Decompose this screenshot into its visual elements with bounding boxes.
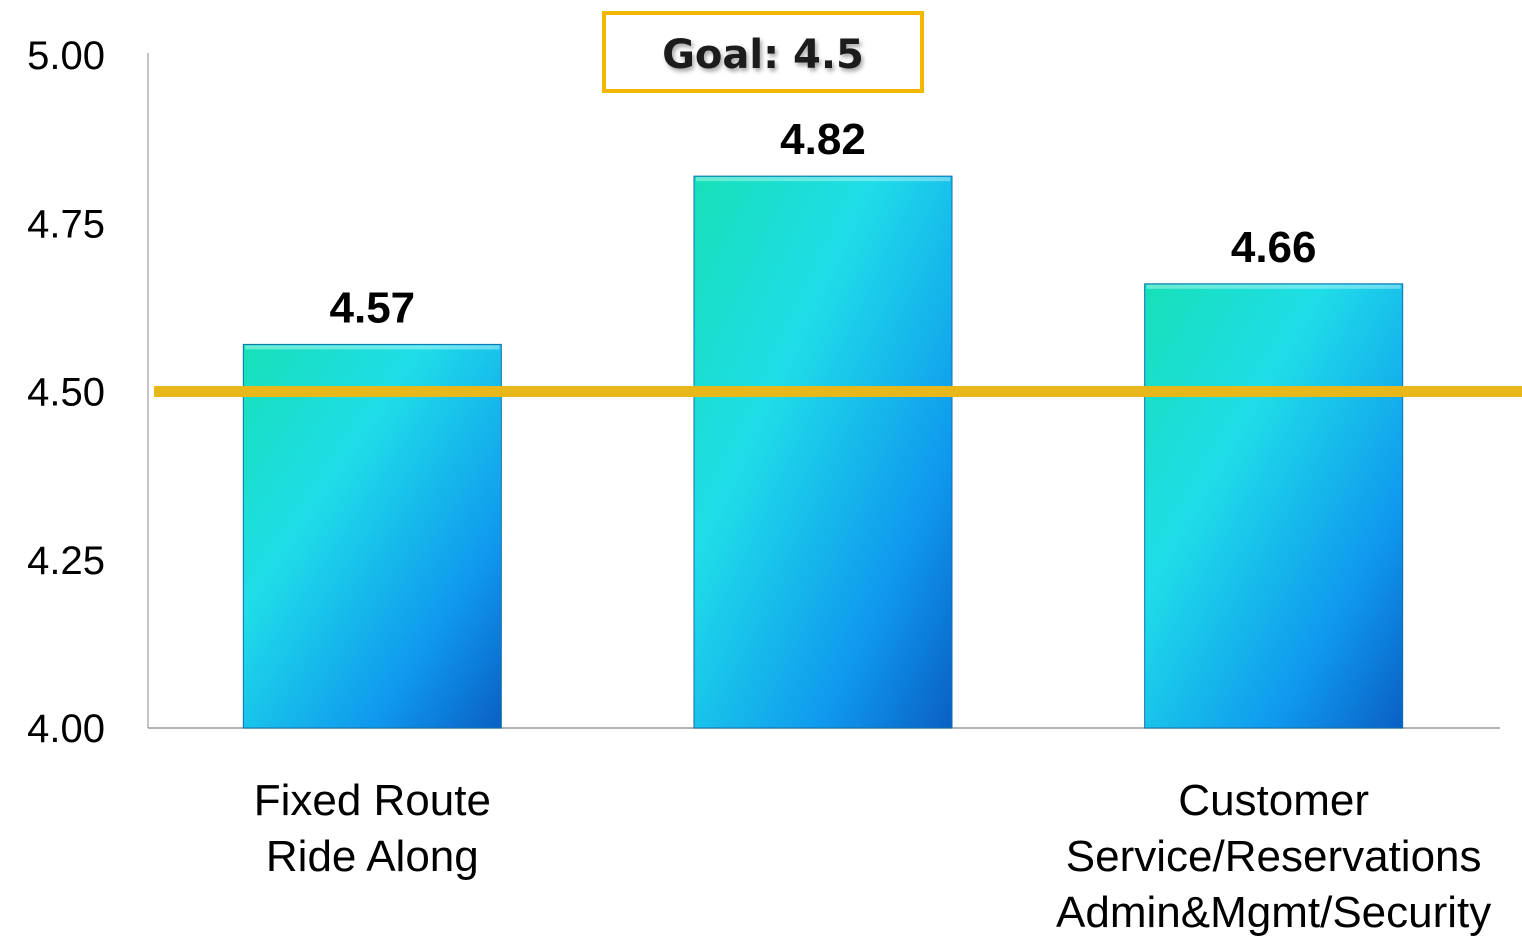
category-label: Ride Along [266,832,479,881]
category-label: Admin&Mgmt/Security [1056,888,1491,937]
y-tick-label: 5.00 [27,34,105,78]
data-label: 4.66 [1231,223,1317,272]
bar [1144,283,1404,729]
category-label: Fixed Route [254,776,491,825]
category-label: Customer [1178,776,1369,825]
bar [693,175,953,729]
category-labels: Fixed Route Ride Along Customer Service/Res… [254,776,1492,937]
category-label: Service/Reservations [1066,832,1482,881]
bars [242,175,1404,729]
data-label: 4.82 [780,115,866,164]
bar [242,343,502,729]
bar-highlight [245,345,500,350]
y-tick-label: 4.25 [27,539,105,583]
y-tick-label: 4.75 [27,202,105,246]
y-tick-label: 4.50 [27,371,105,415]
goal-annotation: Goal: 4.5 [602,11,924,93]
y-tick-label: 4.00 [27,707,105,751]
bar-highlight [696,177,950,182]
data-labels: 4.57 4.82 4.66 [330,115,1317,332]
data-label: 4.57 [330,283,416,332]
goal-label: Goal: 4.5 [662,32,864,78]
bar-highlight [1146,284,1401,289]
y-axis: 4.00 4.25 4.50 4.75 5.00 [27,34,1500,751]
goal-box [602,11,924,93]
